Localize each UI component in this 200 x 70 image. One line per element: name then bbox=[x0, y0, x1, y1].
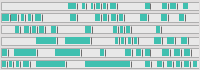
Bar bbox=[156, 26, 160, 33]
Bar bbox=[157, 60, 162, 67]
Bar bbox=[50, 26, 56, 33]
Bar bbox=[9, 60, 12, 67]
Bar bbox=[36, 60, 65, 67]
Bar bbox=[2, 49, 7, 56]
Bar bbox=[120, 26, 123, 33]
Bar bbox=[110, 3, 116, 9]
Bar bbox=[121, 37, 124, 44]
Bar bbox=[2, 60, 6, 67]
Bar bbox=[14, 49, 36, 56]
Bar bbox=[126, 26, 130, 33]
Bar bbox=[65, 37, 90, 44]
Bar bbox=[36, 37, 56, 44]
Bar bbox=[136, 49, 141, 56]
Bar bbox=[170, 3, 176, 9]
Bar bbox=[100, 49, 104, 56]
Bar bbox=[113, 26, 117, 33]
Bar bbox=[1, 48, 199, 57]
Bar bbox=[2, 14, 9, 21]
Bar bbox=[1, 2, 199, 10]
Bar bbox=[184, 49, 190, 56]
Bar bbox=[128, 37, 131, 44]
Bar bbox=[140, 14, 147, 21]
Bar bbox=[21, 14, 24, 21]
Bar bbox=[183, 3, 188, 9]
Bar bbox=[119, 14, 123, 21]
Bar bbox=[167, 37, 174, 44]
Bar bbox=[162, 3, 167, 9]
Bar bbox=[111, 14, 116, 21]
Bar bbox=[95, 14, 100, 21]
Bar bbox=[68, 3, 76, 9]
Bar bbox=[55, 49, 80, 56]
Bar bbox=[115, 37, 118, 44]
Bar bbox=[125, 49, 131, 56]
Bar bbox=[91, 3, 93, 9]
Bar bbox=[145, 3, 150, 9]
Bar bbox=[181, 37, 187, 44]
Bar bbox=[1, 37, 199, 45]
Bar bbox=[134, 37, 137, 44]
Bar bbox=[1, 60, 199, 68]
Bar bbox=[162, 49, 169, 56]
Bar bbox=[103, 14, 107, 21]
Bar bbox=[193, 60, 197, 67]
Bar bbox=[82, 3, 85, 9]
Bar bbox=[85, 26, 91, 33]
Bar bbox=[174, 49, 180, 56]
Bar bbox=[161, 14, 167, 21]
Bar bbox=[16, 60, 19, 67]
Bar bbox=[11, 14, 17, 21]
Bar bbox=[145, 60, 150, 67]
Bar bbox=[15, 26, 19, 33]
Bar bbox=[24, 26, 29, 33]
Bar bbox=[179, 14, 184, 21]
Bar bbox=[1, 25, 199, 33]
Bar bbox=[32, 26, 36, 33]
Bar bbox=[85, 60, 130, 67]
Bar bbox=[103, 3, 106, 9]
Bar bbox=[28, 14, 31, 21]
Bar bbox=[96, 3, 100, 9]
Bar bbox=[145, 49, 150, 56]
Bar bbox=[70, 14, 76, 21]
Bar bbox=[167, 60, 172, 67]
Bar bbox=[184, 60, 189, 67]
Bar bbox=[1, 13, 199, 22]
Bar bbox=[23, 60, 29, 67]
Bar bbox=[176, 60, 180, 67]
Bar bbox=[154, 37, 161, 44]
Bar bbox=[35, 14, 41, 21]
Bar bbox=[39, 26, 44, 33]
